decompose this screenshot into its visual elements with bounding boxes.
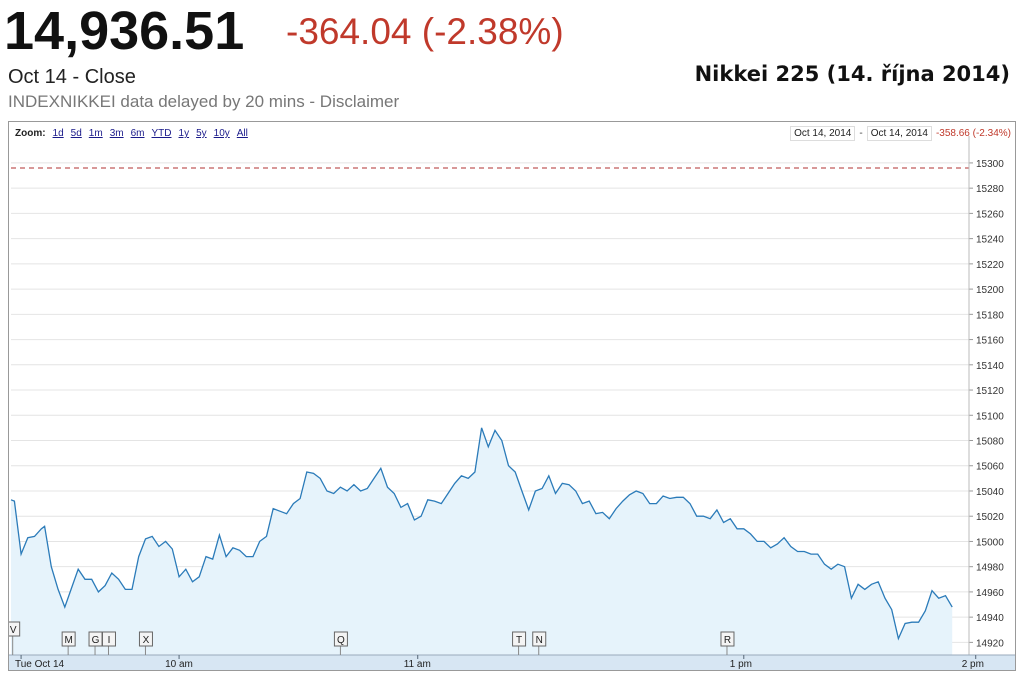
y-tick-label: 15140 bbox=[976, 361, 1004, 372]
svg-text:I: I bbox=[108, 635, 111, 646]
news-marker-g[interactable]: G bbox=[88, 631, 103, 655]
zoom-label: Zoom: bbox=[15, 128, 46, 139]
y-tick-label: 14920 bbox=[976, 638, 1004, 649]
zoom-3m-link[interactable]: 3m bbox=[109, 128, 124, 139]
zoom-bar: Zoom: 1d 5d 1m 3m 6m YTD 1y 5y 10y All bbox=[15, 128, 248, 139]
zoom-ytd-link[interactable]: YTD bbox=[151, 128, 172, 139]
svg-text:V: V bbox=[10, 625, 17, 636]
svg-text:R: R bbox=[724, 635, 731, 646]
zoom-6m-link[interactable]: 6m bbox=[130, 128, 145, 139]
last-price: 14,936.51 bbox=[4, 1, 245, 61]
y-tick-label: 15200 bbox=[976, 285, 1004, 296]
svg-text:N: N bbox=[536, 635, 543, 646]
y-tick-label: 15100 bbox=[976, 411, 1004, 422]
date-range: Oct 14, 2014 - Oct 14, 2014 -358.66 (-2.… bbox=[790, 126, 1011, 141]
x-tick-label: 10 am bbox=[165, 659, 193, 670]
svg-text:G: G bbox=[92, 635, 100, 646]
news-marker-m[interactable]: M bbox=[61, 631, 76, 655]
data-source-line: INDEXNIKKEI data delayed by 20 mins - Di… bbox=[8, 92, 400, 111]
y-tick-label: 15160 bbox=[976, 336, 1004, 347]
x-axis-band bbox=[9, 655, 1015, 670]
y-tick-label: 14960 bbox=[976, 588, 1004, 599]
y-tick-label: 15000 bbox=[976, 537, 1004, 548]
news-marker-x[interactable]: X bbox=[138, 631, 153, 655]
y-tick-label: 15180 bbox=[976, 310, 1004, 321]
zoom-10y-link[interactable]: 10y bbox=[213, 128, 230, 139]
chart-panel: Zoom: 1d 5d 1m 3m 6m YTD 1y 5y 10y All O… bbox=[8, 121, 1016, 671]
y-tick-label: 15040 bbox=[976, 487, 1004, 498]
range-separator: - bbox=[859, 128, 863, 139]
y-tick-label: 15080 bbox=[976, 437, 1004, 448]
news-marker-v[interactable]: V bbox=[9, 621, 21, 655]
close-label: Oct 14 - Close bbox=[8, 66, 136, 88]
x-tick-label: Tue Oct 14 bbox=[15, 659, 65, 670]
zoom-5d-link[interactable]: 5d bbox=[70, 128, 82, 139]
range-to-field[interactable]: Oct 14, 2014 bbox=[866, 126, 932, 141]
svg-text:X: X bbox=[143, 635, 150, 646]
y-tick-label: 15260 bbox=[976, 209, 1004, 220]
y-tick-label: 14940 bbox=[976, 613, 1004, 624]
y-tick-label: 15120 bbox=[976, 386, 1004, 397]
news-marker-q[interactable]: Q bbox=[333, 631, 348, 655]
zoom-1d-link[interactable]: 1d bbox=[52, 128, 64, 139]
series-area bbox=[11, 427, 953, 655]
news-marker-t[interactable]: T bbox=[512, 631, 527, 655]
y-tick-label: 15220 bbox=[976, 260, 1004, 271]
news-marker-i[interactable]: I bbox=[101, 631, 116, 655]
chart-title: Nikkei 225 (14. října 2014) bbox=[694, 62, 1010, 86]
news-marker-r[interactable]: R bbox=[720, 631, 735, 655]
svg-text:T: T bbox=[516, 635, 522, 646]
series-line bbox=[10, 427, 953, 641]
zoom-5y-link[interactable]: 5y bbox=[196, 128, 207, 139]
x-tick-label: 2 pm bbox=[962, 659, 984, 670]
y-tick-label: 15300 bbox=[976, 159, 1004, 170]
range-from-field[interactable]: Oct 14, 2014 bbox=[790, 126, 856, 141]
y-tick-label: 15240 bbox=[976, 235, 1004, 246]
y-tick-label: 14980 bbox=[976, 563, 1004, 574]
x-tick-label: 1 pm bbox=[730, 659, 752, 670]
svg-text:Q: Q bbox=[337, 635, 345, 646]
range-change: -358.66 (-2.34%) bbox=[935, 128, 1011, 139]
y-tick-label: 15280 bbox=[976, 184, 1004, 195]
zoom-all-link[interactable]: All bbox=[236, 128, 248, 139]
price-chart[interactable]: 14920 14940 14960 14980 15000 15020 15040 15060… bbox=[9, 122, 1015, 670]
y-tick-label: 15060 bbox=[976, 462, 1004, 473]
price-change: -364.04 (-2.38%) bbox=[286, 11, 564, 52]
zoom-1m-link[interactable]: 1m bbox=[88, 128, 103, 139]
y-tick-label: 15020 bbox=[976, 512, 1004, 523]
news-marker-n[interactable]: N bbox=[532, 631, 547, 655]
zoom-1y-link[interactable]: 1y bbox=[178, 128, 190, 139]
x-tick-label: 11 am bbox=[404, 659, 431, 670]
svg-text:M: M bbox=[64, 635, 72, 646]
